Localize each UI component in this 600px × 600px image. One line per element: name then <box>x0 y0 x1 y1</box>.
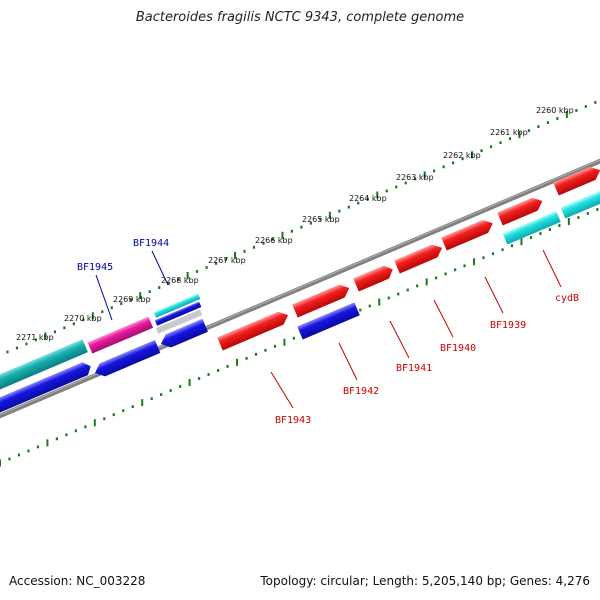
gene-blue-left-a[interactable] <box>92 339 161 379</box>
outer-tick-ring <box>6 101 597 354</box>
kbp-label: 2268 kbp <box>161 276 199 285</box>
gene-label-BF1945[interactable]: BF1945 <box>77 262 113 273</box>
accession-text: Accession: NC_003228 <box>9 574 146 588</box>
inner-tick-ring <box>0 208 599 467</box>
gene-BF1943[interactable] <box>217 309 291 351</box>
kbp-label: 2265 kbp <box>302 215 340 224</box>
gene-cyan-left[interactable] <box>502 210 561 245</box>
kbp-label: 2270 kbp <box>64 314 102 323</box>
genome-backbone-highlight <box>0 159 600 416</box>
gene-label-BF1940[interactable]: BF1940 <box>440 343 476 354</box>
label-leader-lines <box>95 249 562 409</box>
gene-blue-mid[interactable] <box>297 302 360 340</box>
kbp-label: 2261 kbp <box>490 128 528 137</box>
gene-BF1941[interactable] <box>394 241 445 274</box>
kbp-label: 2271 kbp <box>16 333 54 342</box>
gene-label-BF1944[interactable]: BF1944 <box>133 238 169 249</box>
kbp-label: 2264 kbp <box>349 194 387 203</box>
kbp-label: 2266 kbp <box>255 236 293 245</box>
gene-cyan-right[interactable] <box>560 189 600 219</box>
kbp-scale-labels: 2260 kbp 2261 kbp 2262 kbp 2263 kbp 2264… <box>16 106 574 342</box>
kbp-label: 2269 kbp <box>113 295 151 304</box>
gene-BF1944-cyan[interactable] <box>153 293 201 318</box>
gene-label-cydB[interactable]: cydB <box>555 293 579 304</box>
gene-label-BF1942[interactable]: BF1942 <box>343 386 379 397</box>
kbp-label: 2260 kbp <box>536 106 574 115</box>
genome-backbone <box>0 158 600 419</box>
gene-blue-left-b[interactable] <box>0 360 93 414</box>
kbp-label: 2262 kbp <box>443 151 481 160</box>
gene-label-BF1943[interactable]: BF1943 <box>275 415 311 426</box>
gene-cydB[interactable] <box>553 164 600 196</box>
gene-label-BF1941[interactable]: BF1941 <box>396 363 432 374</box>
gene-labels: BF1944 BF1945 BF1943 BF1942 BF1941 BF194… <box>77 238 579 426</box>
gene-features <box>0 164 600 414</box>
gene-BF1940[interactable] <box>441 217 495 251</box>
gene-BF1944[interactable] <box>154 301 202 326</box>
gene-BF1939[interactable] <box>497 195 545 226</box>
gene-teal-left[interactable] <box>0 339 88 391</box>
gene-label-BF1939[interactable]: BF1939 <box>490 320 526 331</box>
map-title: Bacteroides fragilis NCTC 9343, complete… <box>135 10 465 25</box>
gene-blue-small[interactable] <box>158 318 208 351</box>
kbp-label: 2263 kbp <box>396 173 434 182</box>
gene-BF1944-grey[interactable] <box>155 309 203 334</box>
genome-summary-text: Topology: circular; Length: 5,205,140 bp… <box>260 574 590 588</box>
gene-BF1942[interactable] <box>292 282 352 318</box>
kbp-label: 2267 kbp <box>208 256 246 265</box>
gene-BF1941b[interactable] <box>353 263 395 292</box>
gene-BF1945[interactable] <box>87 316 154 354</box>
